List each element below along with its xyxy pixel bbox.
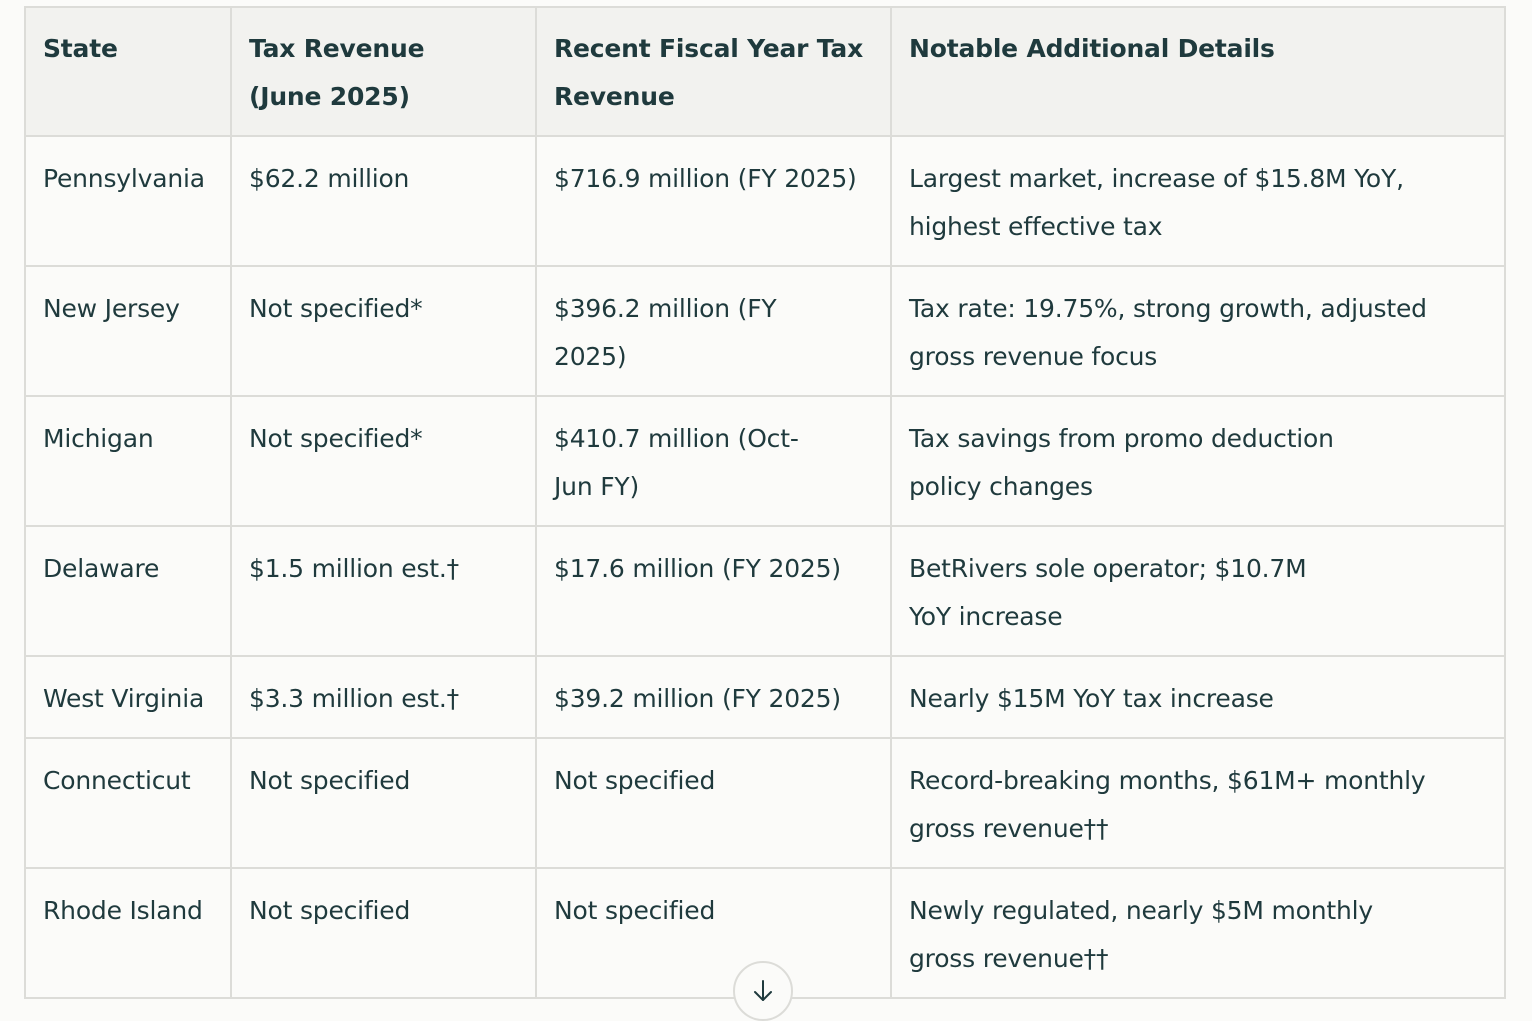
cell-june-revenue: $62.2 million — [230, 135, 537, 267]
header-tax-revenue-june: Tax Revenue (June 2025) — [230, 6, 537, 137]
header-fiscal-year-revenue: Recent Fiscal Year Tax Revenue — [535, 6, 892, 137]
cell-fy-revenue: Not specified — [535, 737, 892, 869]
table-row: Pennsylvania $62.2 million $716.9 millio… — [24, 135, 1506, 267]
cell-fy-revenue: $17.6 million (FY 2025) — [535, 525, 892, 657]
cell-june-revenue: Not specified* — [230, 395, 537, 527]
cell-june-revenue: $1.5 million est.† — [230, 525, 537, 657]
scroll-to-bottom-button[interactable] — [733, 961, 793, 1021]
cell-state: Michigan — [24, 395, 232, 527]
cell-details: Nearly $15M YoY tax increase — [890, 655, 1506, 739]
state-tax-revenue-table: State Tax Revenue (June 2025) Recent Fis… — [24, 6, 1506, 999]
cell-details: Largest market, increase of $15.8M YoY, … — [890, 135, 1506, 267]
table-row: West Virginia $3.3 million est.† $39.2 m… — [24, 655, 1506, 739]
cell-june-revenue: Not specified — [230, 737, 537, 869]
header-state: State — [24, 6, 232, 137]
table-row: Delaware $1.5 million est.† $17.6 millio… — [24, 525, 1506, 657]
cell-june-revenue: Not specified* — [230, 265, 537, 397]
revenue-table-container: State Tax Revenue (June 2025) Recent Fis… — [24, 6, 1506, 999]
cell-june-revenue: Not specified — [230, 867, 537, 999]
cell-state: Delaware — [24, 525, 232, 657]
table-row: Rhode Island Not specified Not specified… — [24, 867, 1506, 999]
cell-details: Tax savings from promo deduction policy … — [890, 395, 1506, 527]
cell-fy-revenue: Not specified — [535, 867, 892, 999]
cell-details: Tax rate: 19.75%, strong growth, adjuste… — [890, 265, 1506, 397]
cell-details: BetRivers sole operator; $10.7M YoY incr… — [890, 525, 1506, 657]
cell-fy-revenue: $39.2 million (FY 2025) — [535, 655, 892, 739]
table-row: Michigan Not specified* $410.7 million (… — [24, 395, 1506, 527]
table-row: New Jersey Not specified* $396.2 million… — [24, 265, 1506, 397]
cell-state: Pennsylvania — [24, 135, 232, 267]
cell-fy-revenue: $396.2 million (FY 2025) — [535, 265, 892, 397]
cell-details: Record-breaking months, $61M+ monthly gr… — [890, 737, 1506, 869]
header-notable-details: Notable Additional Details — [890, 6, 1506, 137]
cell-june-revenue: $3.3 million est.† — [230, 655, 537, 739]
cell-details: Newly regulated, nearly $5M monthly gros… — [890, 867, 1506, 999]
cell-state: Rhode Island — [24, 867, 232, 999]
cell-fy-revenue: $410.7 million (Oct-Jun FY) — [535, 395, 892, 527]
table-row: Connecticut Not specified Not specified … — [24, 737, 1506, 869]
cell-state: New Jersey — [24, 265, 232, 397]
cell-fy-revenue: $716.9 million (FY 2025) — [535, 135, 892, 267]
table-header-row: State Tax Revenue (June 2025) Recent Fis… — [24, 6, 1506, 137]
arrow-down-icon — [754, 980, 772, 1001]
cell-state: Connecticut — [24, 737, 232, 869]
cell-state: West Virginia — [24, 655, 232, 739]
